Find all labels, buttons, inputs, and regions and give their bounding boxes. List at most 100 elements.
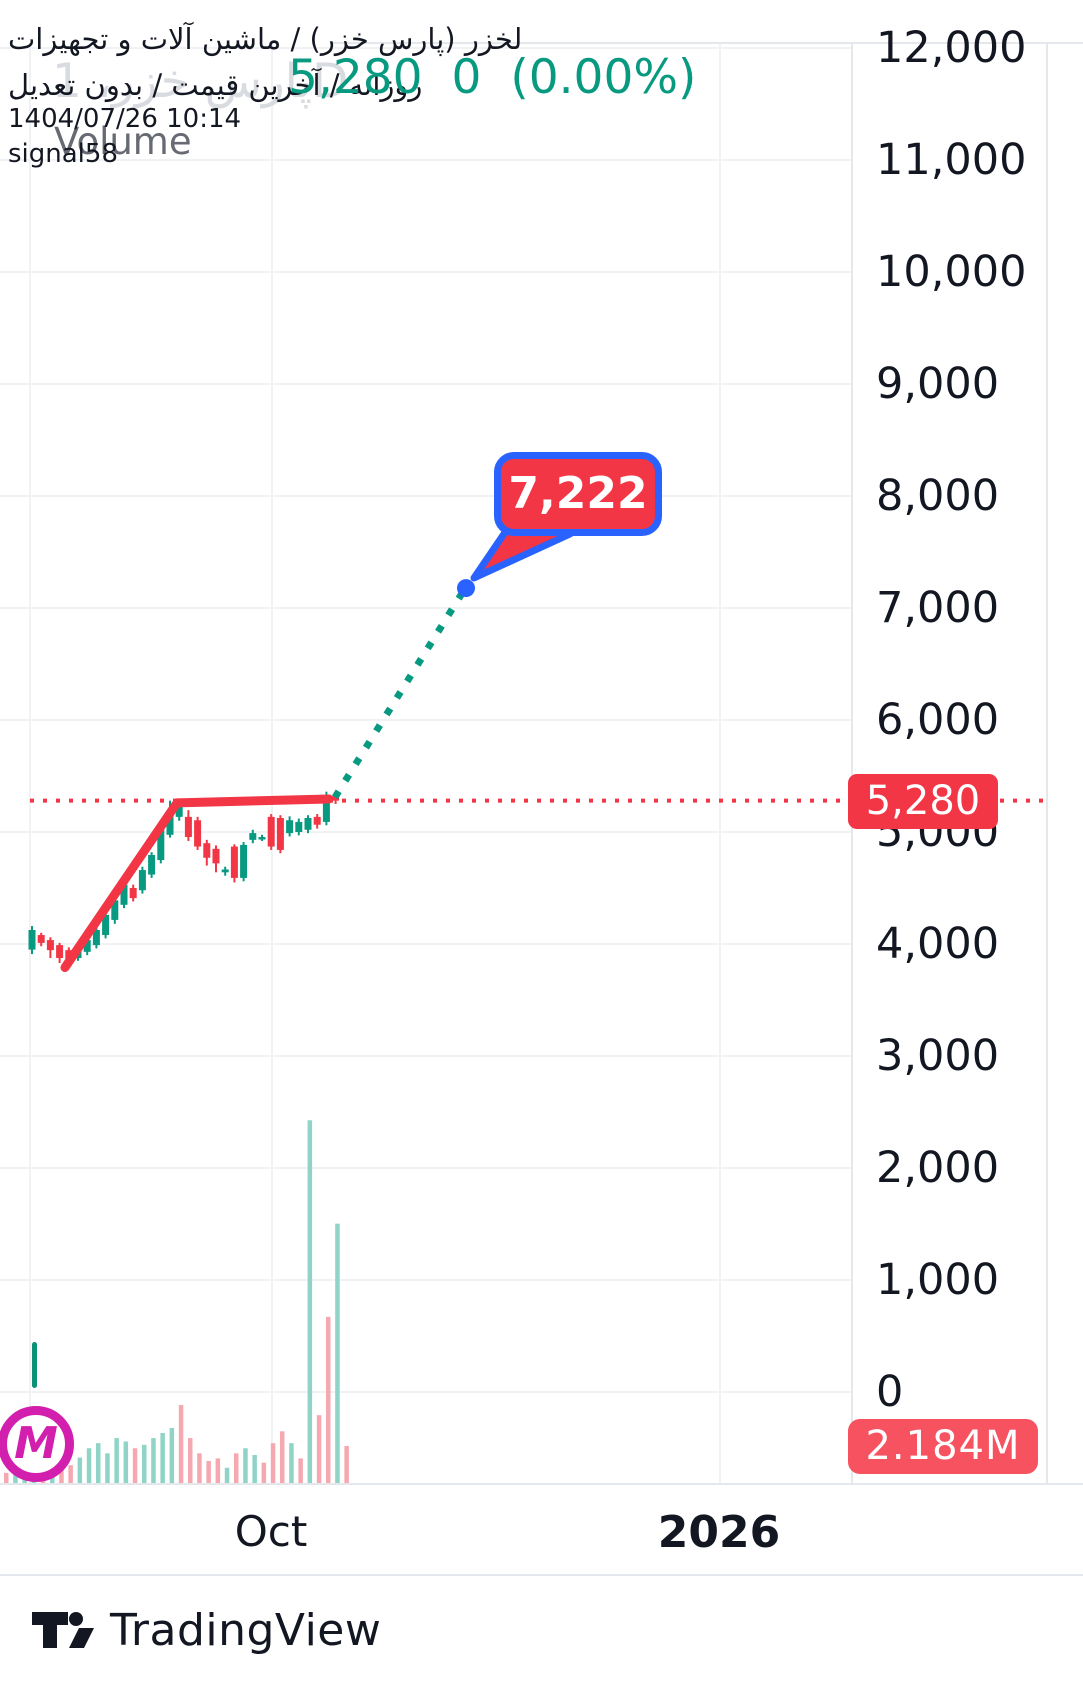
trend-line [60, 794, 334, 973]
volume-bar [114, 1438, 119, 1483]
price-tick-label: 3,000 [876, 1031, 1000, 1081]
price-tick-label: 10,000 [876, 247, 1027, 297]
bar-datetime: 1404/07/26 10:14 [8, 104, 242, 134]
volume-bar [316, 1415, 322, 1483]
candle-body [102, 914, 110, 936]
volume-pane-watermark: Volume [54, 120, 192, 163]
projection-dotted-line [332, 588, 467, 800]
tradingview-wordmark: TradingView [110, 1604, 382, 1656]
volume-bar [280, 1431, 285, 1483]
volume-bar [224, 1467, 230, 1483]
volume-bar [123, 1441, 129, 1483]
candle-body [184, 816, 192, 838]
chart-subtitle: روزانه / آخرین قیمت / بدون تعدیل [8, 68, 423, 102]
projection-anchor-dot [457, 579, 475, 598]
candle-body [46, 940, 54, 951]
candle-body [221, 869, 229, 873]
candle-body [240, 844, 248, 878]
candle-body [286, 820, 294, 834]
tradingview-branding[interactable]: TradingView [32, 1605, 381, 1656]
price-tick-label: 11,000 [876, 135, 1027, 185]
volume-bar [105, 1453, 110, 1483]
volume-bar [289, 1443, 294, 1483]
last-price-label: 5,280 [848, 773, 998, 829]
candle-body [332, 796, 340, 801]
volume-bar [326, 1316, 331, 1483]
volume-bar [234, 1453, 239, 1483]
volume-bar [206, 1460, 211, 1483]
volume-bar [86, 1448, 92, 1483]
volume-bar [68, 1465, 73, 1483]
volume-bar [344, 1445, 349, 1483]
price-tick-label: 4,000 [876, 919, 1000, 969]
tradingview-logo-icon [32, 1612, 94, 1648]
username-watermark: signal58 [8, 139, 118, 169]
candle-body [28, 930, 36, 950]
candle-body [230, 846, 238, 878]
candle-body [120, 884, 128, 905]
volume-bar [252, 1455, 257, 1483]
candle-body [129, 888, 137, 899]
price-change: 0 [451, 50, 482, 105]
symbol-title: لخزر (پارس خزر) / ماشین آلات و تجهیزات [8, 22, 523, 56]
volume-bar [151, 1438, 156, 1483]
volume-bar [132, 1448, 138, 1483]
volume-bar [197, 1453, 202, 1483]
candle-body [111, 900, 119, 920]
price-scale[interactable]: 12,000 11,000 10,000 9,000 8,000 7,000 6,000 5,… [852, 23, 1083, 1483]
candle-body [175, 805, 183, 817]
volume-bar [142, 1444, 147, 1483]
volume-bar [169, 1427, 175, 1483]
candle-body [322, 795, 330, 822]
volume-bar [307, 1120, 313, 1483]
volume-bar [4, 1472, 9, 1483]
price-tick-label: 6,000 [876, 695, 1000, 745]
price-tick-label: 9,000 [876, 359, 1000, 409]
candle-body [267, 816, 275, 847]
price-tick-label: 2,000 [876, 1143, 1000, 1193]
candle-body [56, 945, 64, 958]
candle-body [258, 837, 266, 840]
volume-bar [96, 1443, 101, 1483]
time-axis-year-label: 2026 [657, 1507, 781, 1558]
volume-bar [77, 1457, 83, 1483]
volume-bar [160, 1432, 165, 1483]
time-axis[interactable]: Oct 2026 [0, 1483, 1083, 1576]
price-tick-label: 1,000 [876, 1255, 1000, 1305]
candle-body [249, 833, 257, 840]
price-tick-label: 8,000 [876, 471, 1000, 521]
volume-bar [215, 1458, 221, 1483]
candle-body [203, 843, 211, 858]
volume-bar [188, 1438, 193, 1483]
candle-body [37, 935, 45, 943]
volume-bar [270, 1443, 276, 1483]
candle-body [83, 940, 91, 952]
candle-body [92, 930, 100, 946]
candle-body [313, 816, 321, 825]
volume-bar [243, 1448, 248, 1483]
volume-bar [261, 1462, 267, 1483]
price-tick-label: 12,000 [876, 23, 1027, 73]
symbol-watermark: پارس خزر، 1D [52, 54, 349, 109]
price-change-percent: (0.00%) [510, 50, 697, 105]
price-tick-label: 0 [876, 1367, 904, 1417]
candle-body [295, 821, 303, 832]
quote-line: 5,280 0 (0.00%) [288, 50, 710, 105]
volume-bar [178, 1405, 184, 1483]
price-tick-label: 7,000 [876, 583, 1000, 633]
time-axis-month-label: Oct [234, 1507, 308, 1556]
channel-logo-avatar: M [0, 1406, 74, 1482]
candle-body [194, 820, 202, 847]
volume-value-label: 2.184M [848, 1418, 1038, 1474]
candle-body [166, 810, 174, 835]
candle-body [212, 848, 220, 864]
candle-body [276, 818, 284, 850]
candle-body [138, 870, 146, 891]
last-price: 5,280 [288, 50, 423, 105]
volume-bar [298, 1458, 303, 1483]
candle-body [157, 829, 165, 860]
price-target-callout[interactable]: 7,222 [494, 452, 662, 536]
candle-body [304, 818, 312, 830]
candle-body [148, 854, 156, 875]
